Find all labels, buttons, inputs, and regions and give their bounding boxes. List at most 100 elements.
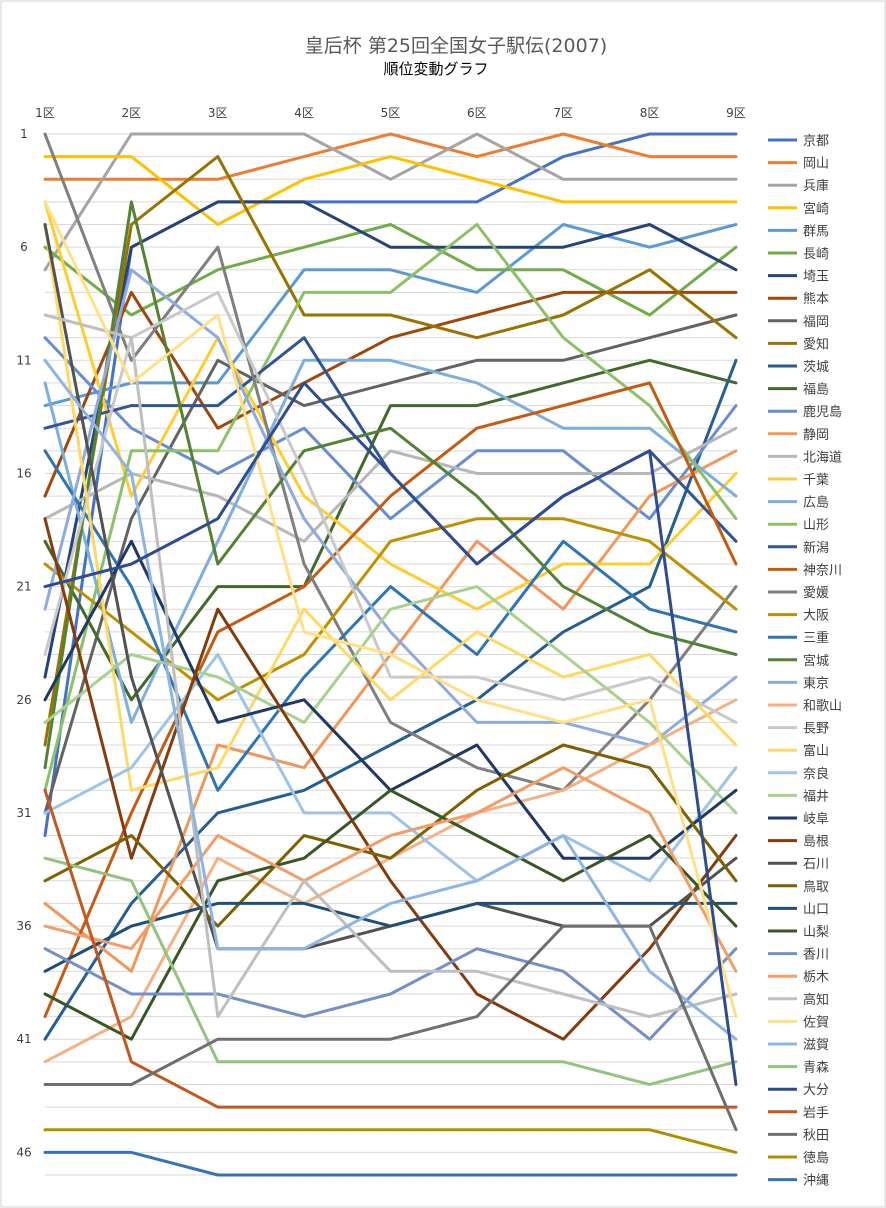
series-line <box>43 290 738 498</box>
series-line <box>43 155 738 747</box>
series-line <box>43 788 738 1109</box>
legend-label: 山形 <box>803 518 829 533</box>
x-tick-label: 4区 <box>294 106 314 120</box>
legend: 京都岡山兵庫宮崎群馬長崎埼玉熊本福岡愛知茨城福島鹿児島静岡北海道千葉広島山形新潟… <box>768 134 842 1189</box>
legend-label: 徳島 <box>803 1151 829 1166</box>
legend-label: 北海道 <box>803 450 842 465</box>
y-tick-label: 31 <box>16 806 31 820</box>
legend-label: 山梨 <box>803 925 829 940</box>
legend-label: 栃木 <box>803 970 829 985</box>
legend-label: 青森 <box>803 1061 829 1076</box>
series-line <box>43 358 738 1041</box>
legend-label: 神奈川 <box>803 563 842 578</box>
x-axis-ticks: 1区 2区 3区 4区 5区 6区 7区 8区 9区 <box>35 106 746 120</box>
legend-label: 静岡 <box>803 428 829 443</box>
legend-label: 福岡 <box>803 315 829 330</box>
chart-subtitle: 順位変動グラフ <box>383 60 488 78</box>
series-line <box>43 517 738 1041</box>
series-line <box>43 223 738 792</box>
legend-label: 山口 <box>803 902 829 917</box>
series-line <box>43 1150 738 1177</box>
legend-label: 佐賀 <box>803 1015 829 1030</box>
legend-label: 群馬 <box>803 224 829 239</box>
series-line <box>43 268 738 747</box>
legend-label: 宮城 <box>803 653 829 669</box>
x-tick-label: 7区 <box>553 106 573 120</box>
legend-label: 長崎 <box>803 247 829 262</box>
series-line <box>43 766 738 973</box>
series-line <box>43 155 738 226</box>
y-tick-label: 36 <box>16 919 31 933</box>
y-tick-label: 16 <box>16 466 31 480</box>
legend-label: 埼玉 <box>803 270 829 285</box>
series-line <box>43 901 738 973</box>
series-line <box>43 223 738 792</box>
series-line <box>43 585 738 815</box>
y-tick-label: 11 <box>16 353 31 367</box>
y-tick-label: 1 <box>20 127 28 141</box>
legend-label: 石川 <box>803 857 829 872</box>
legend-label: 奈良 <box>803 766 829 782</box>
legend-label: 高知 <box>803 992 829 1008</box>
legend-label: 長野 <box>803 722 829 737</box>
legend-label: 千葉 <box>803 473 829 488</box>
series-line <box>43 947 738 1041</box>
series-line <box>43 743 738 928</box>
x-tick-label: 5区 <box>381 106 401 120</box>
series-line <box>43 1128 738 1154</box>
legend-label: 富山 <box>803 743 829 759</box>
series-line <box>43 449 738 792</box>
series-line <box>43 200 738 679</box>
x-tick-label: 1区 <box>35 106 55 120</box>
legend-label: 大分 <box>803 1083 829 1098</box>
x-tick-label: 3区 <box>208 106 228 120</box>
y-tick-label: 21 <box>16 580 31 594</box>
series-line <box>43 924 738 1132</box>
series-line <box>43 313 738 1019</box>
series-line <box>43 426 738 543</box>
legend-label: 岩手 <box>803 1106 829 1121</box>
x-tick-label: 8区 <box>640 106 660 120</box>
legend-label: 和歌山 <box>803 699 842 714</box>
legend-label: 秋田 <box>803 1128 829 1143</box>
legend-label: 沖縄 <box>803 1174 829 1189</box>
series-line <box>43 313 738 815</box>
legend-label: 岡山 <box>803 157 829 172</box>
legend-label: 香川 <box>803 948 829 963</box>
legend-label: 福島 <box>803 383 829 398</box>
legend-label: 東京 <box>803 675 829 691</box>
series-line <box>43 381 738 1086</box>
y-tick-label: 26 <box>16 693 31 707</box>
legend-label: 愛知 <box>803 336 829 352</box>
series-line <box>43 200 738 1019</box>
legend-label: 広島 <box>803 496 829 511</box>
series-line <box>43 223 738 408</box>
legend-label: 京都 <box>803 134 829 149</box>
legend-label: 宮崎 <box>803 201 829 217</box>
legend-label: 兵庫 <box>803 179 829 194</box>
legend-label: 大阪 <box>803 609 829 624</box>
legend-label: 熊本 <box>803 291 829 307</box>
x-tick-label: 9区 <box>726 106 746 120</box>
series-layer <box>43 132 738 1177</box>
series-line <box>43 788 738 1041</box>
legend-label: 茨城 <box>803 360 829 375</box>
y-tick-label: 41 <box>16 1032 31 1046</box>
series-line <box>43 856 738 1086</box>
series-line <box>43 223 738 317</box>
legend-label: 鹿児島 <box>803 404 842 420</box>
series-line <box>43 132 738 272</box>
series-line <box>43 200 738 611</box>
legend-label: 岐阜 <box>803 811 829 827</box>
legend-label: 新潟 <box>803 540 829 556</box>
y-tick-label: 46 <box>16 1145 31 1159</box>
legend-label: 三重 <box>803 630 829 646</box>
legend-label: 島根 <box>803 835 829 850</box>
chart-title: 皇后杯 第25回全国女子駅伝(2007) <box>305 35 607 57</box>
series-line <box>43 653 738 883</box>
series-line <box>43 381 738 1019</box>
x-tick-label: 6区 <box>467 106 487 120</box>
